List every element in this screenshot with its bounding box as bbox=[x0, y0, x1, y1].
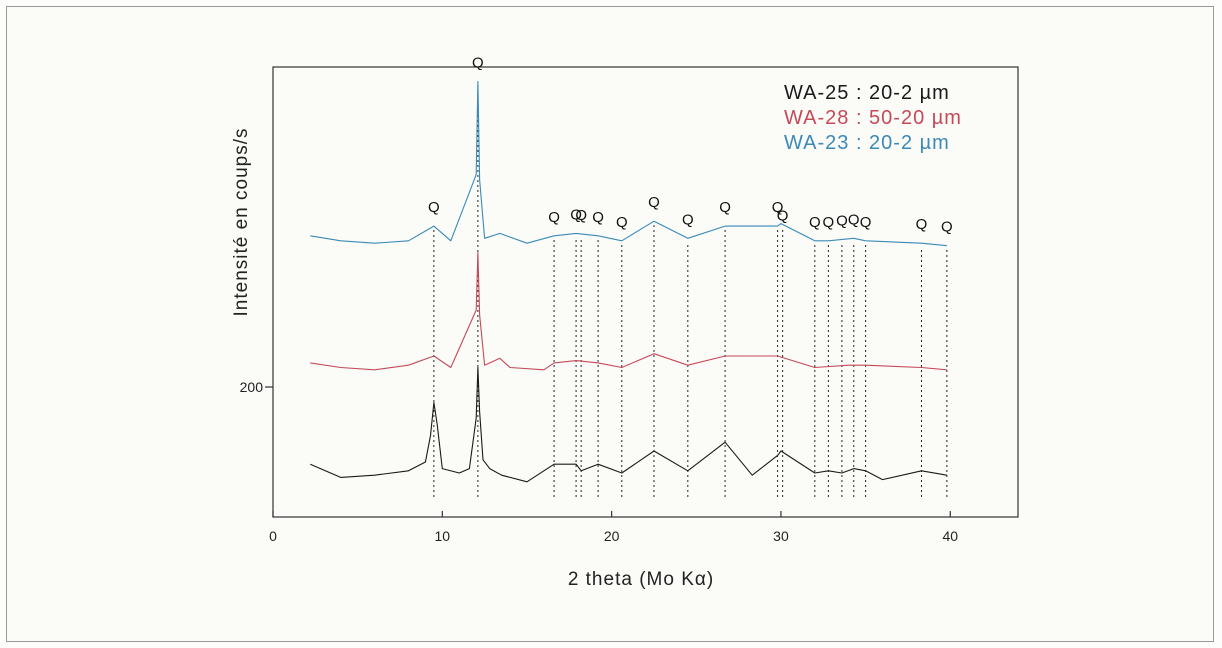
peak-label-q: Q bbox=[860, 214, 872, 231]
x-axis: 0 10 20 30 40 bbox=[269, 511, 958, 544]
x-tick-label: 40 bbox=[942, 528, 958, 544]
peak-label-q: Q bbox=[777, 207, 789, 224]
peak-label-q: Q bbox=[570, 206, 582, 223]
peak-label-q: Q bbox=[848, 211, 860, 228]
peak-guide-lines bbox=[433, 85, 948, 497]
peak-label-q: Q bbox=[809, 214, 821, 231]
y-tick-label: 200 bbox=[240, 379, 264, 395]
legend-entry-2: WA-28 : 50-20 µm bbox=[784, 107, 962, 129]
y-axis-title: Intensité en coups/s bbox=[231, 128, 252, 317]
legend-entry-3: WA-23 : 20-2 µm bbox=[784, 132, 950, 154]
x-axis-title: 2 theta (Mo Kα) bbox=[568, 569, 714, 590]
x-tick-label: 30 bbox=[773, 528, 789, 544]
peak-label-q: Q bbox=[916, 216, 928, 233]
series-line-3 bbox=[310, 80, 947, 247]
series-layer bbox=[310, 80, 947, 483]
series-line-1 bbox=[310, 366, 947, 483]
peak-label-q: Q bbox=[682, 211, 694, 228]
peak-label-q: Q bbox=[772, 199, 784, 216]
x-tick-label: 20 bbox=[604, 528, 620, 544]
peak-label-q: Q bbox=[472, 55, 484, 72]
peak-label-q: Q bbox=[575, 207, 587, 224]
x-tick-label: 10 bbox=[435, 528, 451, 544]
peak-label-q: Q bbox=[823, 214, 835, 231]
peak-label-q: Q bbox=[428, 199, 440, 216]
series-line-2 bbox=[310, 251, 947, 371]
peak-label-q: Q bbox=[648, 194, 660, 211]
peak-label-q: Q bbox=[719, 199, 731, 216]
plot-area-border bbox=[272, 66, 1019, 518]
peak-label-q: Q bbox=[592, 209, 604, 226]
peak-label-q: Q bbox=[616, 214, 628, 231]
y-axis: 200 bbox=[240, 379, 273, 395]
peak-label-q: Q bbox=[941, 219, 953, 236]
legend-entry-1: WA-25 : 20-2 µm bbox=[784, 82, 950, 104]
peak-label-q: Q bbox=[836, 212, 848, 229]
legend: WA-25 : 20-2 µm WA-28 : 50-20 µm WA-23 : 2… bbox=[784, 82, 962, 154]
x-tick-label: 0 bbox=[269, 528, 277, 544]
peak-label-q: Q bbox=[548, 209, 560, 226]
